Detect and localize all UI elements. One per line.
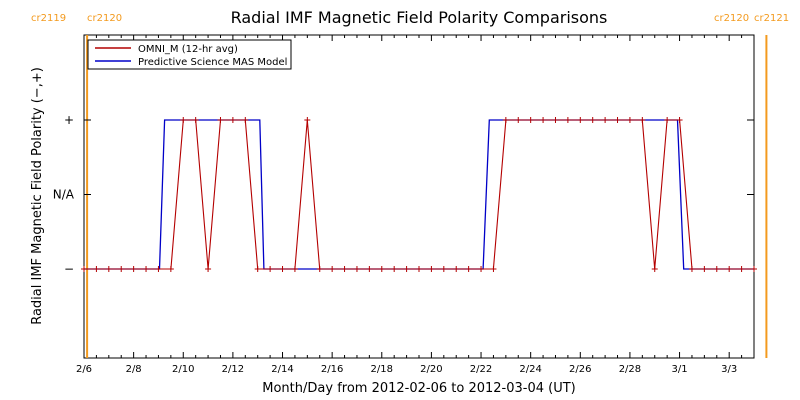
carrington-label-after: cr2120	[87, 13, 122, 24]
omni-data-point	[676, 117, 683, 123]
omni-data-point	[192, 117, 199, 123]
omni-data-point	[242, 117, 249, 123]
y-tick-label: N/A	[53, 188, 75, 202]
y-tick-label: +	[64, 113, 74, 127]
omni-data-point	[688, 266, 695, 272]
omni-data-point	[118, 266, 125, 272]
x-tick-label: 2/16	[321, 364, 343, 375]
omni-data-point	[391, 266, 398, 272]
omni-data-point	[267, 266, 274, 272]
x-tick-label: 2/22	[470, 364, 492, 375]
omni-data-point	[751, 266, 757, 272]
x-axis-ticks: 2/6 2/8 2/10 2/12 2/14 2/16 2/18 2/20 2/22 2/24 2/…	[76, 35, 755, 375]
omni-data-point	[341, 266, 348, 272]
omni-data-point	[105, 266, 112, 272]
omni-data-point	[416, 266, 422, 272]
omni-data-point	[180, 117, 187, 123]
omni-data-point	[701, 266, 708, 272]
omni-data-point	[366, 266, 373, 272]
omni-data-point	[279, 266, 286, 272]
chart-title: Radial IMF Magnetic Field Polarity Compa…	[231, 8, 608, 27]
y-axis-label: Radial IMF Magnetic Field Polarity (−,+)	[30, 67, 45, 325]
x-tick-label: 2/14	[271, 364, 293, 375]
omni-data-point	[155, 266, 162, 272]
omni-data-point	[93, 266, 100, 272]
series-layer	[81, 117, 757, 272]
x-tick-label: 2/12	[222, 364, 244, 375]
x-tick-label: 3/3	[721, 364, 737, 375]
omni-data-point	[564, 117, 571, 123]
omni-data-point	[552, 117, 559, 123]
x-tick-label: 2/8	[126, 364, 142, 375]
legend-box	[87, 39, 292, 70]
x-tick-label: 2/20	[420, 364, 442, 375]
legend-label-mas: Predictive Science MAS Model	[138, 57, 287, 68]
series-line-omni	[84, 119, 754, 270]
omni-data-point	[602, 117, 609, 123]
omni-data-point	[577, 117, 584, 123]
y-tick-label: −	[64, 262, 74, 276]
omni-data-point	[254, 266, 261, 272]
legend-label-omni: OMNI_M (12-hr avg)	[138, 44, 238, 55]
carrington-label-after: cr2121	[754, 13, 789, 24]
carrington-label-before: cr2119	[31, 13, 66, 24]
omni-data-point	[440, 266, 447, 272]
omni-data-point	[589, 117, 596, 123]
x-tick-label: 2/26	[569, 364, 591, 375]
omni-data-point	[726, 266, 733, 272]
legend: OMNI_M (12-hr avg) Predictive Science MA…	[87, 39, 292, 70]
omni-data-point	[229, 117, 236, 123]
x-tick-label: 3/1	[672, 364, 688, 375]
omni-data-point	[316, 266, 323, 272]
omni-data-point	[527, 117, 534, 123]
series-line-mas-model	[84, 119, 754, 270]
omni-data-point	[515, 117, 522, 123]
x-tick-label: 2/18	[371, 364, 393, 375]
omni-data-point	[167, 266, 174, 272]
omni-data-point	[143, 266, 150, 272]
x-tick-label: 2/6	[76, 364, 92, 375]
carrington-label-before: cr2120	[714, 13, 749, 24]
omni-data-point	[502, 117, 509, 123]
x-axis-label: Month/Day from 2012-02-06 to 2012-03-04 …	[262, 381, 575, 396]
omni-data-point	[713, 266, 720, 272]
omni-data-point	[478, 266, 485, 272]
carrington-markers: cr2119 cr2120 cr2120 cr2121	[31, 13, 789, 358]
omni-data-point	[403, 266, 410, 272]
omni-data-point	[490, 266, 497, 272]
omni-data-point	[639, 117, 646, 123]
omni-data-point	[205, 266, 212, 272]
omni-data-point	[291, 266, 298, 272]
omni-data-point	[453, 266, 460, 272]
omni-data-point	[130, 266, 137, 272]
omni-data-point	[81, 266, 87, 272]
omni-data-point	[329, 266, 336, 272]
x-tick-label: 2/10	[172, 364, 194, 375]
x-tick-label: 2/28	[619, 364, 641, 375]
omni-data-point	[217, 117, 224, 123]
x-tick-label: 2/24	[519, 364, 541, 375]
plot-frame	[83, 34, 755, 359]
omni-data-point	[664, 117, 671, 123]
omni-data-point	[304, 117, 311, 123]
omni-data-point	[378, 266, 385, 272]
omni-data-point	[465, 266, 472, 272]
omni-data-point	[428, 266, 435, 272]
omni-data-point	[540, 117, 547, 123]
omni-data-point	[353, 266, 360, 272]
omni-data-point	[614, 117, 621, 123]
omni-data-point	[651, 266, 658, 272]
omni-data-point	[626, 117, 633, 123]
omni-data-point	[738, 266, 745, 272]
